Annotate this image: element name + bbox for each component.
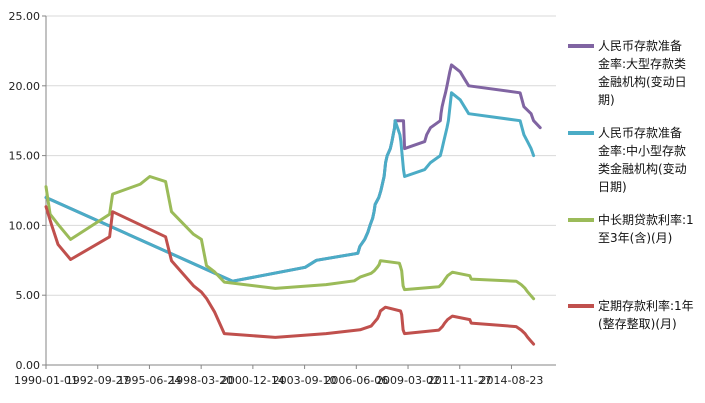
legend-label-line: 类金融机构(变动 [598, 161, 687, 176]
series-line-3 [44, 205, 536, 346]
legend-entry-3: 定期存款利率:1年 (整存整取)(月) [568, 298, 694, 331]
x-tick-label: 1990-01-01 [14, 374, 78, 387]
y-tick-label: 20.00 [9, 80, 41, 93]
series-line-2 [44, 175, 536, 301]
x-tick-label: 1995-06-24 [117, 374, 181, 387]
legend-label: 定期存款利率:1年 (整存整取)(月) [598, 298, 694, 331]
x-tick-label: 2006-06-06 [324, 374, 388, 387]
legend-label: 人民币存款准备金率:中小型存款类金融机构(变动日期) [598, 126, 687, 194]
legend-label-line: 中长期贷款利率:1 [598, 212, 694, 227]
legend-label-line: 金融机构(变动日 [598, 74, 687, 89]
series-line-1 [44, 91, 536, 283]
axes: 0.005.0010.0015.0020.0025.001990-01-0119… [9, 10, 556, 387]
x-tick-label: 2011-11-27 [428, 374, 492, 387]
x-tick-label: 2014-08-23 [480, 374, 544, 387]
legend-label-line: 期) [598, 93, 615, 107]
y-tick-label: 5.00 [16, 289, 41, 302]
legend-label-line: 金率:大型存款类 [598, 56, 686, 71]
legend-label-line: 定期存款利率:1年 [598, 298, 694, 313]
y-tick-label: 15.00 [9, 150, 41, 163]
legend-entry-1: 人民币存款准备金率:中小型存款类金融机构(变动日期) [568, 126, 687, 194]
legend-label-line: 至3年(含)(月) [598, 230, 672, 245]
y-tick-label: 25.00 [9, 10, 41, 23]
legend-label-line: 金率:中小型存款 [598, 143, 686, 158]
legend-label-line: (整存整取)(月) [598, 316, 677, 331]
x-tick-label: 2000-12-14 [221, 374, 285, 387]
x-tick-label: 2009-03-02 [376, 374, 440, 387]
legend-label-line: 人民币存款准备 [598, 39, 682, 53]
x-tick-label: 1992-09-27 [66, 374, 130, 387]
legend-entry-2: 中长期贷款利率:1 至3年(含)(月) [568, 212, 694, 245]
legend-label: 中长期贷款利率:1 至3年(含)(月) [598, 212, 694, 245]
legend: 人民币存款准备金率:大型存款类金融机构(变动日期)人民币存款准备金率:中小型存款… [568, 39, 694, 331]
x-tick-label: 2003-09-10 [273, 374, 337, 387]
x-tick-label: 1998-03-20 [169, 374, 233, 387]
legend-label: 人民币存款准备金率:大型存款类金融机构(变动日期) [598, 39, 687, 107]
series-layer [44, 63, 542, 346]
y-tick-label: 10.00 [9, 219, 41, 232]
y-tick-label: 0.00 [16, 359, 41, 372]
legend-label-line: 日期) [598, 180, 627, 194]
legend-entry-0: 人民币存款准备金率:大型存款类金融机构(变动日期) [568, 39, 687, 107]
legend-label-line: 人民币存款准备 [598, 126, 682, 140]
